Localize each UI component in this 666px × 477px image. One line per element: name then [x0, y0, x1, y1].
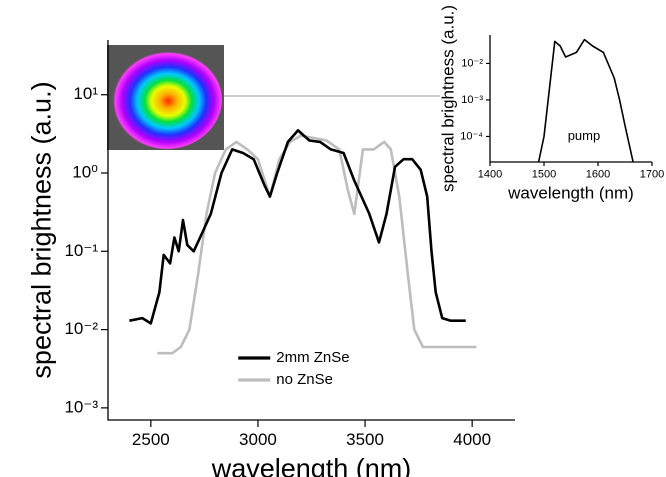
- y-tick-label: 10⁻³: [64, 397, 98, 416]
- x-tick-label: 2500: [132, 430, 170, 449]
- y-tick-label: 10¹: [73, 84, 98, 103]
- y-tick-label: 10⁻³: [461, 94, 483, 106]
- legend-label: no ZnSe: [276, 371, 333, 388]
- y-axis-title: spectral brightness (a.u.): [438, 5, 457, 192]
- y-tick-label: 10⁻²: [64, 319, 98, 338]
- x-tick-label: 1500: [532, 169, 556, 181]
- x-tick-label: 4000: [453, 430, 491, 449]
- beam-profile: [110, 49, 222, 149]
- figure: 2500 3000 3500 4000 10⁻³ 10⁻² 10⁻¹ 10⁰ 10¹ wavele…: [0, 0, 666, 477]
- y-tick-label: 10⁻²: [461, 57, 483, 69]
- x-tick-label: 1600: [586, 169, 610, 181]
- data-line: [157, 136, 476, 354]
- y-tick-label: 10⁻⁴: [460, 130, 483, 142]
- x-tick-label: 3500: [346, 430, 384, 449]
- annotation: pump: [568, 128, 601, 143]
- data-line: [129, 130, 465, 323]
- x-axis-title: wavelength (nm): [507, 183, 634, 202]
- data-line: [539, 40, 634, 162]
- y-axis-title: spectral brightness (a.u.): [26, 81, 56, 378]
- x-tick-label: 1400: [478, 169, 502, 181]
- x-axis-title: wavelength (nm): [211, 454, 412, 477]
- y-tick-label: 10⁰: [72, 162, 98, 181]
- y-tick-label: 10⁻¹: [64, 241, 98, 260]
- legend-label: 2mm ZnSe: [276, 349, 349, 366]
- x-tick-label: 3000: [239, 430, 277, 449]
- x-tick-label: 1700: [640, 169, 664, 181]
